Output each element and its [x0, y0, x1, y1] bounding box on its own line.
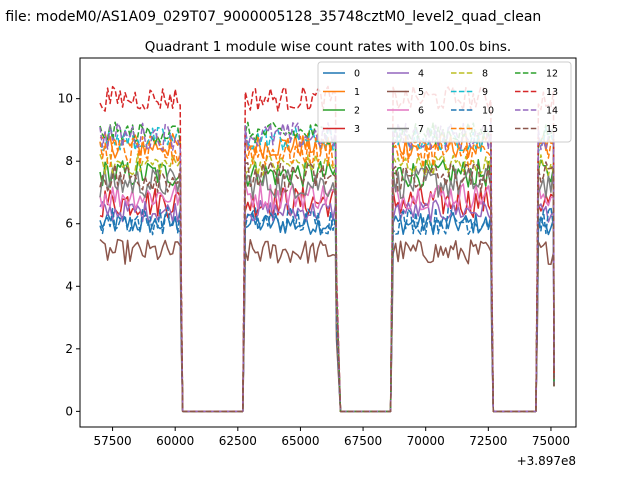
legend-label: 10	[482, 106, 494, 117]
legend-label: 8	[482, 69, 488, 80]
legend-label: 4	[418, 69, 424, 80]
series-line-13	[99, 85, 555, 413]
y-tick-label: 0	[65, 404, 73, 418]
legend-label: 14	[546, 106, 558, 117]
legend-label: 9	[482, 87, 488, 98]
x-tick-label: 75000	[532, 434, 570, 448]
legend-label: 6	[418, 106, 424, 117]
series-line-0	[99, 212, 555, 413]
x-tick-label: 60000	[156, 434, 194, 448]
legend-label: 12	[546, 69, 558, 80]
legend-label: 0	[354, 69, 360, 80]
legend-label: 3	[354, 124, 360, 135]
series-line-4	[99, 199, 555, 413]
legend-label: 7	[418, 124, 424, 135]
legend-label: 5	[418, 87, 424, 98]
chart-title: Quadrant 1 module wise count rates with …	[145, 39, 511, 55]
series-line-10	[99, 206, 555, 413]
plot-frame	[79, 57, 577, 428]
series-line-1	[99, 132, 555, 413]
x-axis: 57500 60000 62500 65000 67500 70000 72500 75000	[93, 427, 570, 448]
legend-box	[317, 61, 572, 143]
y-tick-label: 10	[58, 92, 73, 106]
legend-label: 2	[354, 106, 360, 117]
x-tick-label: 72500	[469, 434, 507, 448]
y-axis: 0 2 4 6 8 10	[58, 92, 80, 418]
suptitle: n file: modeM0/AS1A09_029T07_9000005128_…	[0, 9, 541, 25]
x-tick-label: 57500	[93, 434, 131, 448]
x-tick-label: 62500	[219, 434, 257, 448]
y-tick-label: 8	[65, 154, 73, 168]
legend-label: 13	[546, 87, 558, 98]
y-tick-label: 2	[65, 342, 73, 356]
series-line-6	[99, 182, 555, 413]
series-line-9	[99, 126, 555, 413]
y-tick-label: 4	[65, 279, 73, 293]
legend-label: 11	[482, 124, 494, 135]
legend-label: 15	[546, 124, 558, 135]
x-tick-label: 70000	[407, 434, 445, 448]
legend-label: 1	[354, 87, 360, 98]
series-line-5	[99, 238, 555, 413]
x-tick-label: 65000	[281, 434, 319, 448]
y-tick-label: 6	[65, 217, 73, 231]
series-line-15	[99, 161, 555, 413]
x-tick-label: 67500	[344, 434, 382, 448]
x-offset-label: +3.897e8	[517, 454, 576, 468]
